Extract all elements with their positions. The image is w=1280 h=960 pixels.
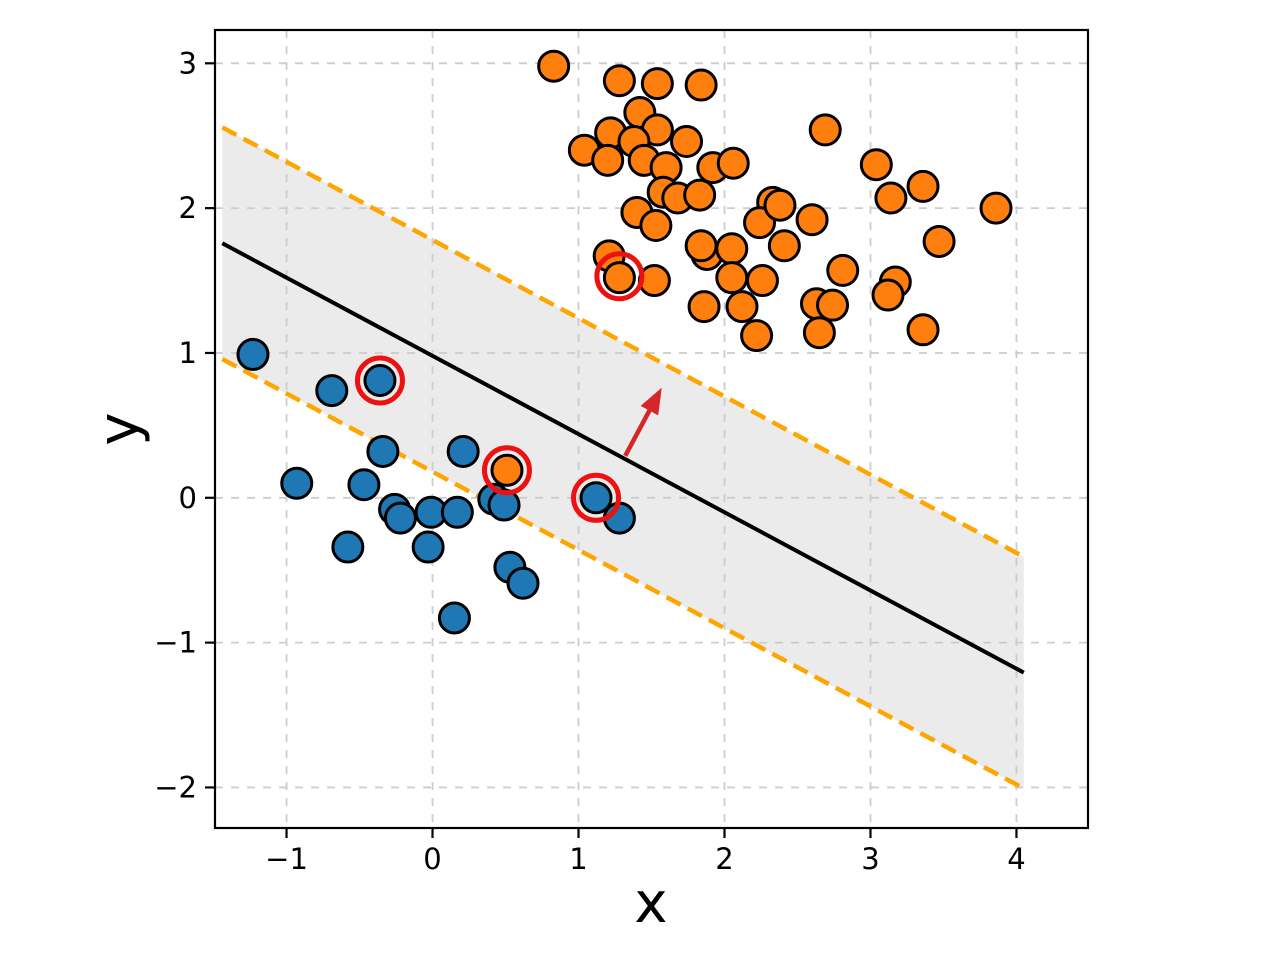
scatter-point-class-orange [763, 188, 797, 222]
y-axis-label: y [87, 412, 152, 445]
scatter-point-class-orange [725, 290, 759, 324]
scatter-point-class-orange [683, 178, 717, 212]
x-tick-label: 0 [423, 842, 441, 876]
scatter-point-class-orange [979, 191, 1013, 225]
scatter-point-class-orange [640, 67, 674, 101]
scatter-point-class-orange [802, 316, 836, 350]
scatter-point-class-orange [715, 261, 749, 295]
x-tick-label: 1 [569, 842, 587, 876]
scatter-point-class-blue [446, 434, 480, 468]
scatter-point-class-orange [684, 68, 718, 102]
scatter-point-class-blue [383, 501, 417, 535]
scatter-point-class-orange [795, 203, 829, 237]
scatter-point-class-orange [639, 209, 673, 243]
x-tick-label: 2 [715, 842, 733, 876]
arrow-head-icon [640, 387, 662, 416]
y-tick-label: 3 [179, 46, 197, 80]
support-vector-ring [481, 445, 532, 496]
y-tick-label: 0 [179, 481, 197, 515]
scatter-point-class-orange [591, 143, 625, 177]
scatter-point-class-orange [537, 49, 571, 83]
upper-margin-line [221, 125, 1025, 559]
scatter-point-class-orange [922, 224, 956, 258]
scatter-point-class-orange [490, 453, 524, 487]
scatter-point-class-blue [366, 434, 400, 468]
scatter-point-class-blue [506, 566, 540, 600]
support-vector-ring [594, 251, 645, 302]
plot-border [213, 28, 1090, 830]
decision-boundary-line [221, 241, 1025, 675]
scatter-point-class-blue [363, 363, 397, 397]
scatter-point-class-blue [411, 530, 445, 564]
x-axis-label: x [634, 871, 667, 936]
axes-frame-and-ticks: −1 0 1 2 3 4 −2 −1 0 1 2 3 [154, 28, 1090, 876]
lower-margin-line [221, 357, 1025, 791]
scatter-point-class-blue [487, 488, 521, 522]
arrow-shaft [623, 406, 654, 457]
boundary-and-margin-lines [221, 125, 1025, 791]
scatter-point-class-orange [859, 148, 893, 182]
scatter-point-class-orange [602, 261, 636, 295]
y-tick-label: −1 [154, 626, 197, 660]
support-vector-ring [354, 355, 405, 406]
x-tick-label: 3 [861, 842, 879, 876]
scatter-point-class-blue [315, 374, 349, 408]
scatter-point-class-orange [687, 290, 721, 324]
scatter-point-class-orange [684, 229, 718, 263]
scatter-point-class-orange [906, 313, 940, 347]
scatter-point-class-orange [871, 278, 905, 312]
scatter-point-class-orange [745, 264, 779, 298]
scatter-point-class-orange [808, 113, 842, 147]
scatter-point-class-orange [716, 146, 750, 180]
support-vector-ring [571, 472, 622, 523]
y-tick-label: 2 [179, 191, 197, 225]
data-points-layer [236, 49, 1013, 635]
x-tick-label: −1 [265, 842, 308, 876]
scatter-point-class-orange [826, 253, 860, 287]
scatter-point-class-blue [579, 481, 613, 515]
scatter-point-class-orange [816, 288, 850, 322]
scatter-point-class-blue [236, 337, 270, 371]
support-vector-rings [354, 251, 645, 523]
scatter-point-class-orange [906, 169, 940, 203]
scatter-point-class-orange [602, 64, 636, 98]
scatter-point-class-blue [440, 495, 474, 529]
scatter-point-class-blue [347, 468, 381, 502]
scatter-point-class-blue [437, 601, 471, 635]
normal-vector-arrow [623, 387, 662, 457]
y-tick-label: −2 [154, 770, 197, 804]
scatter-point-class-orange [874, 181, 908, 215]
y-tick-label: 1 [179, 336, 197, 370]
scatter-point-class-orange [767, 229, 801, 263]
x-tick-label: 4 [1007, 842, 1025, 876]
scatter-point-class-blue [331, 530, 365, 564]
scatter-point-class-orange [715, 232, 749, 266]
scatter-point-class-orange [670, 125, 704, 159]
scatter-point-class-orange [740, 319, 774, 353]
scatter-point-class-blue [280, 466, 314, 500]
